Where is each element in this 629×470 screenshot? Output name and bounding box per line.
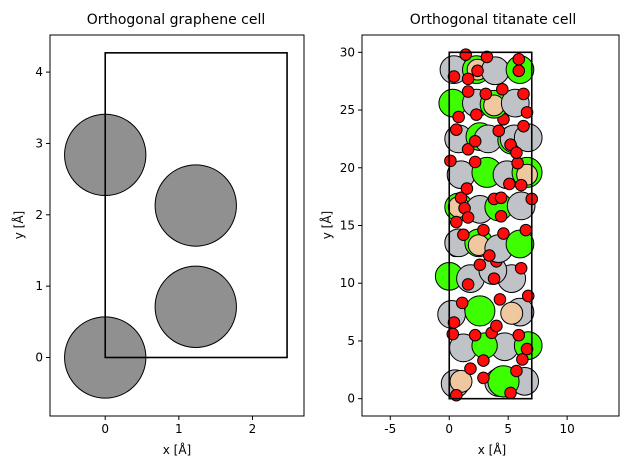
titanate-title: Orthogonal titanate cell xyxy=(410,12,577,28)
graphene-xtick-label: 0 xyxy=(101,422,109,436)
titanate-atom-oxygen xyxy=(514,178,528,192)
titanate-atom-oxygen xyxy=(503,177,516,191)
titanate-atom-oxygen xyxy=(512,52,526,66)
titanate-atom-oxygen xyxy=(511,156,524,170)
titanate-atom-oxygen xyxy=(483,249,496,262)
titanate-ytick-label: 15 xyxy=(340,219,355,233)
titanate-atom-oxygen xyxy=(490,319,503,333)
titanate-atom-oxygen xyxy=(444,154,457,168)
titanate-ytick-label: 30 xyxy=(340,45,355,59)
graphene-ytick-label: 1 xyxy=(35,279,43,293)
titanate-atom-oxygen xyxy=(461,211,475,224)
titanate-atom-oxygen xyxy=(468,328,482,342)
titanate-atom-oxygen xyxy=(494,191,508,205)
titanate-atom-oxygen xyxy=(510,364,523,378)
graphene-ytick-label: 0 xyxy=(35,350,43,364)
graphene-unit-cell xyxy=(104,52,288,359)
titanate-atom-oxygen xyxy=(468,134,482,148)
titanate-plot-area xyxy=(434,48,543,402)
titanate-atom-oxygen xyxy=(471,64,484,78)
titanate-atom-oxygen xyxy=(510,146,523,160)
graphene-ticks: 0 1 2 0 1 2 3 4 xyxy=(35,65,256,436)
titanate-atom-green xyxy=(464,295,496,327)
titanate-atom-oxygen xyxy=(517,87,530,101)
titanate-atom-oxygen xyxy=(459,48,473,61)
titanate-atom-oxygen xyxy=(447,316,461,329)
graphene-ytick-label: 3 xyxy=(35,136,43,150)
graphene-plot-area xyxy=(64,52,288,399)
titanate-atom-oxygen xyxy=(450,123,463,136)
titanate-atom-oxygen xyxy=(455,296,469,310)
graphene-ytick-label: 2 xyxy=(35,208,43,222)
titanate-atom-oxygen xyxy=(480,50,494,64)
titanate-atom-oxygen xyxy=(487,272,501,285)
titanate-atom-oxygen xyxy=(470,108,483,121)
titanate-atom-oxygen xyxy=(477,223,490,237)
titanate-atom-oxygen xyxy=(520,342,534,356)
titanate-ytick-label: 0 xyxy=(347,392,355,406)
titanate-atom-oxygen xyxy=(514,261,528,275)
titanate-atom-oxygen xyxy=(512,64,526,78)
titanate-atom-oxygen xyxy=(494,209,508,223)
graphene-ylabel: y [Å] xyxy=(11,211,26,240)
titanate-atom-oxygen xyxy=(477,354,490,367)
titanate-atom-oxygen xyxy=(479,87,493,101)
titanate-ticks: -5 0 5 10 0 5 10 15 20 25 30 xyxy=(340,45,575,436)
graphene-xtick-label: 2 xyxy=(249,422,257,436)
titanate-atom-oxygen xyxy=(464,362,477,375)
titanate-axes-frame xyxy=(361,34,620,417)
titanate-atom-oxygen xyxy=(516,353,529,366)
titanate-atom-oxygen xyxy=(461,85,475,98)
graphene-xlabel: x [Å] xyxy=(163,442,192,457)
graphene-title: Orthogonal graphene cell xyxy=(87,12,266,28)
titanate-panel: Orthogonal titanate cell -5 0 5 10 0 5 10 15 20 2… xyxy=(319,12,620,457)
titanate-ytick-label: 20 xyxy=(340,161,355,175)
titanate-xtick-label: 10 xyxy=(559,422,574,436)
titanate-atom-oxygen xyxy=(492,124,506,138)
titanate-xtick-label: -5 xyxy=(384,422,396,436)
titanate-xtick-label: 5 xyxy=(504,422,512,436)
titanate-unit-cell xyxy=(448,51,533,400)
graphene-ytick-label: 4 xyxy=(35,65,43,79)
titanate-atom-oxygen xyxy=(493,293,507,306)
titanate-atom-oxygen xyxy=(450,215,463,229)
titanate-ytick-label: 25 xyxy=(340,103,355,117)
titanate-atom-oxygen xyxy=(496,82,509,96)
titanate-atom-oxygen xyxy=(497,227,510,240)
titanate-ytick-label: 10 xyxy=(340,276,355,290)
titanate-atom-sodium xyxy=(500,301,524,325)
titanate-atom-oxygen xyxy=(461,278,475,291)
titanate-atom-oxygen xyxy=(468,155,482,169)
titanate-atom-oxygen xyxy=(504,386,517,400)
titanate-atom-oxygen xyxy=(520,106,534,119)
graphene-atom-carbon xyxy=(154,164,237,247)
titanate-atom-oxygen xyxy=(447,70,461,83)
titanate-atom-oxygen xyxy=(457,228,470,242)
graphene-xtick-label: 1 xyxy=(175,422,183,436)
titanate-atom-oxygen xyxy=(461,143,475,156)
titanate-atom-oxygen xyxy=(473,258,487,272)
graphene-atom-carbon xyxy=(154,265,237,349)
titanate-xlabel: x [Å] xyxy=(478,442,507,457)
titanate-xtick-label: 0 xyxy=(445,422,453,436)
titanate-ytick-label: 5 xyxy=(347,334,355,348)
titanate-atom-oxygen xyxy=(461,72,475,86)
titanate-atom-oxygen xyxy=(452,110,465,124)
titanate-ylabel: y [Å] xyxy=(319,211,334,240)
titanate-atom-oxygen xyxy=(460,182,474,195)
titanate-atom-oxygen xyxy=(477,371,490,385)
titanate-atom-oxygen xyxy=(512,328,526,342)
titanate-atom-oxygen xyxy=(517,119,530,133)
graphene-axes-frame xyxy=(49,34,305,417)
titanate-atom-oxygen xyxy=(519,223,533,237)
